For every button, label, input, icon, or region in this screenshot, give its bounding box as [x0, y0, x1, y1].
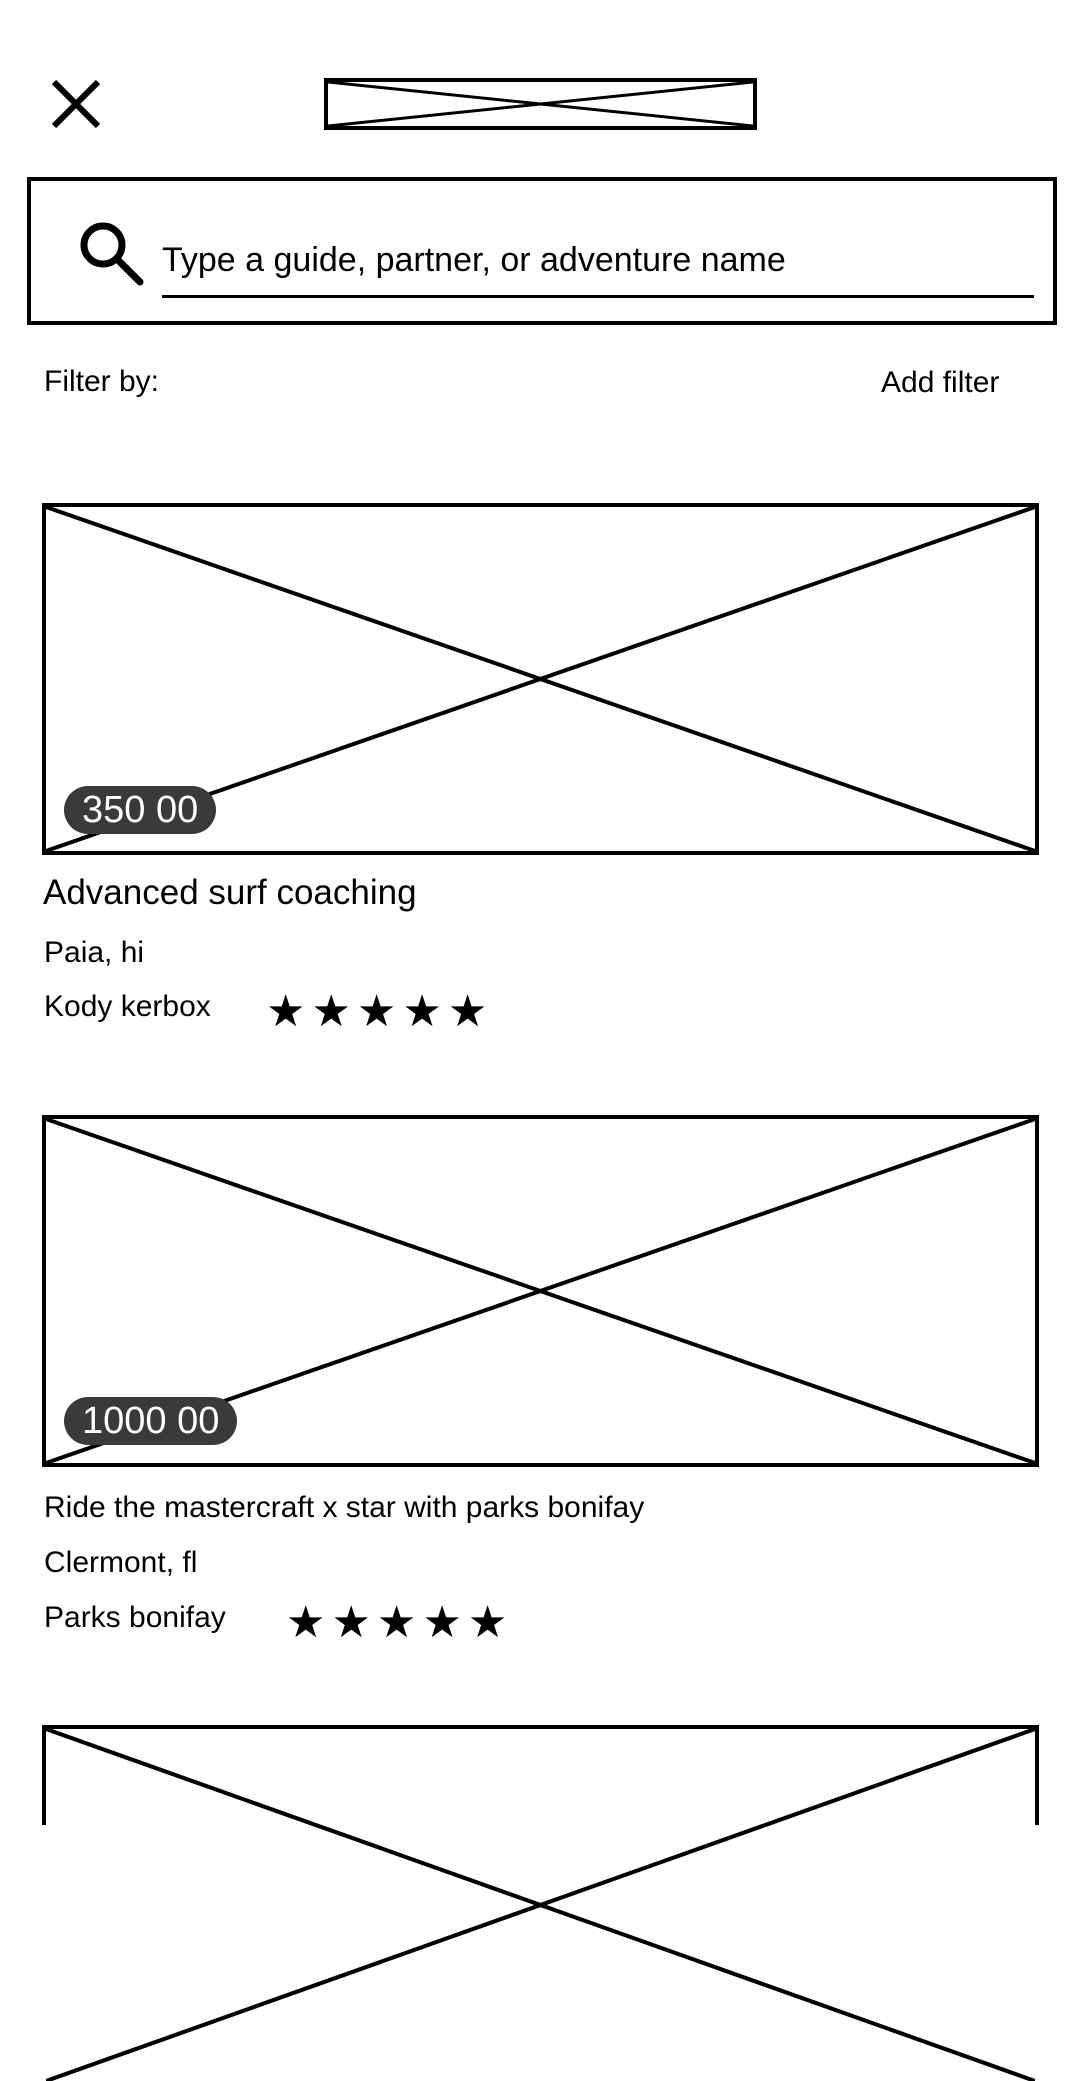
- search-icon: [76, 218, 146, 288]
- price-badge: 350 00: [64, 786, 217, 834]
- listing-location: Paia, hi: [44, 936, 145, 969]
- listing-location: Clermont, fl: [44, 1546, 198, 1579]
- search-input[interactable]: [162, 225, 1034, 298]
- rating-stars: ★ ★ ★ ★ ★: [266, 990, 487, 1034]
- listing-title[interactable]: Ride the mastercraft x star with parks b…: [44, 1491, 645, 1524]
- listing-image[interactable]: [42, 1725, 1039, 2081]
- filter-by-label: Filter by:: [44, 365, 160, 398]
- price-badge: 1000 00: [64, 1397, 238, 1445]
- listing-image[interactable]: [42, 503, 1039, 855]
- logo-placeholder: [324, 78, 757, 130]
- star-icon: ★: [331, 1598, 371, 1647]
- star-icon: ★: [422, 1598, 462, 1647]
- star-icon: ★: [402, 987, 442, 1036]
- star-icon: ★: [311, 987, 351, 1036]
- listing-title[interactable]: Advanced surf coaching: [43, 873, 417, 912]
- add-filter-button[interactable]: Add filter: [881, 366, 1000, 399]
- star-icon: ★: [286, 1598, 326, 1647]
- star-icon: ★: [467, 1598, 508, 1647]
- search-bar: [27, 177, 1057, 325]
- rating-stars: ★ ★ ★ ★ ★: [286, 1601, 507, 1645]
- listing-guide: Parks bonifay: [44, 1601, 226, 1634]
- listing-guide: Kody kerbox: [44, 990, 211, 1023]
- star-icon: ★: [376, 1598, 417, 1647]
- close-icon[interactable]: [48, 76, 104, 132]
- star-icon: ★: [356, 987, 397, 1036]
- star-icon: ★: [266, 987, 306, 1036]
- star-icon: ★: [447, 987, 488, 1036]
